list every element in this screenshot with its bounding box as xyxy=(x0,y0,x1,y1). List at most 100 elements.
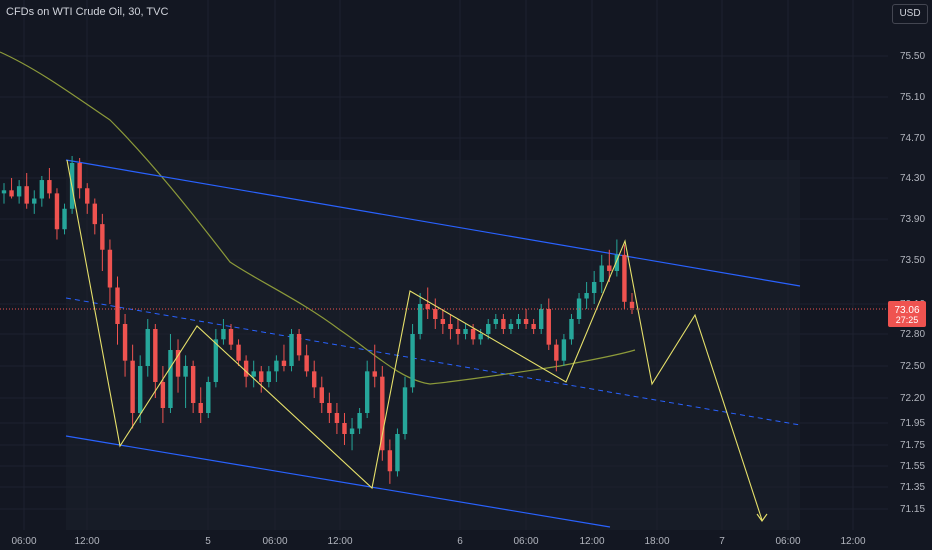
candle-body xyxy=(107,249,113,288)
candle-body xyxy=(569,319,574,340)
x-tick-label: 06:00 xyxy=(775,536,800,547)
y-tick-label: 75.10 xyxy=(900,92,925,103)
x-tick-label: 7 xyxy=(719,536,725,547)
candle-body xyxy=(236,344,241,361)
candle-body xyxy=(531,324,536,329)
channel-fill xyxy=(66,160,800,530)
candle-body xyxy=(175,350,181,377)
x-tick-label: 06:00 xyxy=(262,536,287,547)
x-axis: 06:00 12:00 5 06:00 12:00 6 06:00 12:00 18:00 7 06… xyxy=(11,536,865,547)
candle-body xyxy=(334,413,340,423)
y-tick-label: 71.75 xyxy=(900,440,925,451)
candle-body xyxy=(153,329,158,382)
y-tick-label: 73.90 xyxy=(900,214,925,225)
candle-body xyxy=(455,329,461,334)
candle-body xyxy=(493,319,499,324)
chart-title: CFDs on WTI Crude Oil, 30, TVC xyxy=(6,6,169,18)
candle-body xyxy=(168,350,173,408)
candle-body xyxy=(137,366,143,413)
candle-body xyxy=(206,382,211,413)
currency-button[interactable]: USD xyxy=(892,4,928,24)
candle-body xyxy=(198,403,203,413)
candle-body xyxy=(100,224,105,250)
candle-body xyxy=(402,387,408,434)
y-tick-label: 71.15 xyxy=(900,504,925,515)
x-tick-label: 12:00 xyxy=(579,536,604,547)
candle-body xyxy=(32,198,37,204)
candle-body xyxy=(327,403,332,413)
y-axis: 75.5075.1074.7074.3073.9073.5073.1072.80… xyxy=(900,51,925,515)
candle-body xyxy=(463,329,468,334)
channel-lower-line xyxy=(65,435,611,528)
candle-body xyxy=(470,329,476,340)
y-tick-label: 71.95 xyxy=(900,418,925,429)
x-tick-label: 5 xyxy=(205,536,211,547)
candle-body xyxy=(296,334,302,356)
candle-body xyxy=(591,282,597,293)
candle-body xyxy=(372,371,377,377)
candle-body xyxy=(584,293,589,299)
candle-body xyxy=(160,382,166,408)
candle-body xyxy=(77,163,82,189)
last-price-label-bg xyxy=(888,301,926,327)
x-tick-label: 12:00 xyxy=(327,536,352,547)
x-tick-label: 12:00 xyxy=(840,536,865,547)
candle-body xyxy=(607,265,612,271)
candle-body xyxy=(221,329,226,340)
candle-body xyxy=(622,254,627,302)
candle-body xyxy=(16,186,22,197)
candle-body xyxy=(9,190,14,197)
candle-body xyxy=(380,376,385,451)
candle-body xyxy=(243,360,249,377)
x-tick-label: 06:00 xyxy=(513,536,538,547)
candle-body xyxy=(546,309,551,345)
candle-body xyxy=(501,319,506,329)
candle-body xyxy=(39,180,45,199)
y-tick-label: 72.80 xyxy=(900,329,925,340)
x-tick-label: 6 xyxy=(457,536,463,547)
candle-body xyxy=(183,366,188,377)
candle-body xyxy=(516,319,521,324)
candle-body xyxy=(62,208,67,230)
last-price-label: 73.06 xyxy=(894,305,919,316)
candle-body xyxy=(190,366,196,403)
channel-middle-line xyxy=(65,297,801,426)
y-tick-label: 73.50 xyxy=(900,255,925,266)
candle-body xyxy=(410,334,415,388)
candle-body xyxy=(1,190,7,194)
candle-body xyxy=(266,371,272,382)
projection-arrow-head xyxy=(756,513,768,522)
channel-upper-line xyxy=(65,159,801,287)
zigzag-pattern xyxy=(66,159,763,521)
candle-body xyxy=(433,309,438,319)
candle-body xyxy=(145,329,150,366)
candle-body xyxy=(387,450,393,472)
candle-body xyxy=(523,319,529,324)
y-tick-label: 72.50 xyxy=(900,361,925,372)
candle-body xyxy=(122,324,128,361)
countdown-label: 27:25 xyxy=(896,315,919,325)
candle-body xyxy=(539,309,544,329)
candle-body xyxy=(614,254,620,271)
candle-body xyxy=(357,413,362,429)
candle-body xyxy=(304,355,309,372)
y-tick-label: 74.30 xyxy=(900,173,925,184)
candle-body xyxy=(364,371,370,413)
candle-body xyxy=(92,203,97,225)
candle-body xyxy=(440,319,446,324)
candle-body xyxy=(554,344,559,361)
candle-body xyxy=(85,188,90,204)
y-tick-label: 74.70 xyxy=(900,133,925,144)
x-tick-label: 06:00 xyxy=(11,536,36,547)
candle-body xyxy=(289,334,294,366)
candle-body xyxy=(417,304,423,334)
candle-body xyxy=(319,387,324,403)
y-tick-label: 71.55 xyxy=(900,461,925,472)
x-tick-label: 12:00 xyxy=(74,536,99,547)
candle-body xyxy=(486,324,491,334)
candle-body xyxy=(425,304,430,309)
candle-body xyxy=(251,371,256,377)
candle-body xyxy=(228,329,234,345)
candle-body xyxy=(448,324,453,329)
